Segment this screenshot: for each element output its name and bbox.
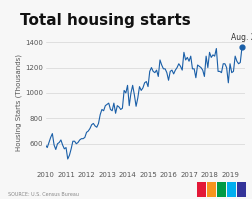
Point (239, 46, 243, 49)
FancyBboxPatch shape (236, 182, 245, 197)
FancyBboxPatch shape (227, 182, 235, 197)
Text: SOURCE: U.S. Census Bureau: SOURCE: U.S. Census Bureau (8, 192, 78, 197)
Text: Aug. 2019: 1.36M: Aug. 2019: 1.36M (230, 33, 252, 42)
FancyBboxPatch shape (197, 182, 205, 197)
Text: Total housing starts: Total housing starts (19, 13, 190, 28)
FancyBboxPatch shape (207, 182, 215, 197)
FancyBboxPatch shape (216, 182, 225, 197)
Y-axis label: Housing Starts (Thousands): Housing Starts (Thousands) (15, 54, 22, 151)
